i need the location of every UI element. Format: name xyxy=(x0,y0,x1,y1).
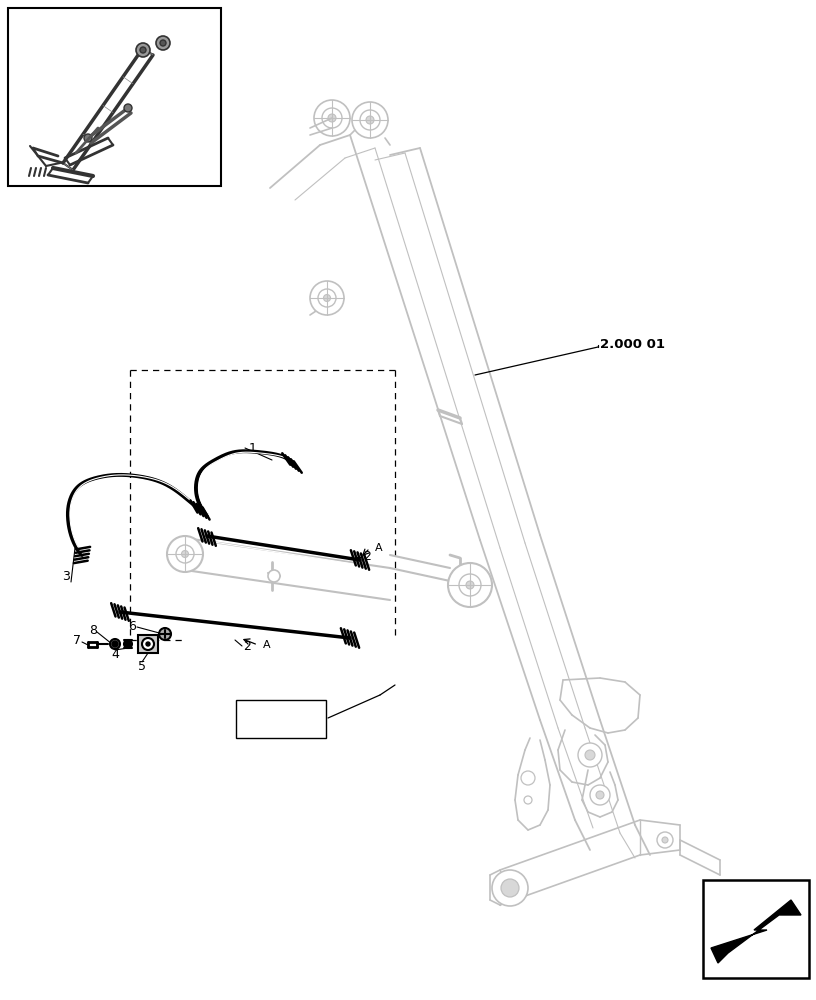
Circle shape xyxy=(492,870,528,906)
Circle shape xyxy=(84,134,92,142)
Circle shape xyxy=(596,791,604,799)
Circle shape xyxy=(142,638,154,650)
Circle shape xyxy=(156,36,170,50)
Circle shape xyxy=(524,796,532,804)
Circle shape xyxy=(112,641,118,647)
Polygon shape xyxy=(711,900,801,963)
Circle shape xyxy=(124,640,132,648)
Circle shape xyxy=(501,879,519,897)
Text: 2: 2 xyxy=(363,550,371,564)
Text: A: A xyxy=(263,640,271,650)
Circle shape xyxy=(146,642,150,646)
Text: 4: 4 xyxy=(111,648,119,662)
Text: 3: 3 xyxy=(62,570,70,584)
Circle shape xyxy=(466,581,474,589)
Circle shape xyxy=(136,43,150,57)
Text: 1: 1 xyxy=(249,442,257,454)
Circle shape xyxy=(328,114,336,122)
Circle shape xyxy=(448,563,492,607)
Circle shape xyxy=(318,289,336,307)
Circle shape xyxy=(590,785,610,805)
Circle shape xyxy=(366,116,374,124)
Circle shape xyxy=(578,743,602,767)
Text: 8: 8 xyxy=(89,624,97,637)
Bar xyxy=(138,635,158,653)
Circle shape xyxy=(323,294,330,302)
Bar xyxy=(236,700,326,738)
Circle shape xyxy=(360,110,380,130)
Circle shape xyxy=(167,536,203,572)
Circle shape xyxy=(140,47,146,53)
Circle shape xyxy=(159,628,171,640)
Circle shape xyxy=(322,108,342,128)
Text: 2.010A: 2.010A xyxy=(240,704,290,716)
Circle shape xyxy=(521,771,535,785)
Circle shape xyxy=(160,40,166,46)
Circle shape xyxy=(459,574,481,596)
Text: 2: 2 xyxy=(243,640,251,652)
Circle shape xyxy=(310,281,344,315)
Circle shape xyxy=(181,550,188,558)
Circle shape xyxy=(268,570,280,582)
Text: 2.010B: 2.010B xyxy=(240,720,289,732)
Circle shape xyxy=(585,750,595,760)
Text: 7: 7 xyxy=(73,634,81,647)
Circle shape xyxy=(352,102,388,138)
Circle shape xyxy=(110,639,120,649)
Text: A: A xyxy=(375,543,383,553)
Circle shape xyxy=(662,837,668,843)
Circle shape xyxy=(314,100,350,136)
Text: 5: 5 xyxy=(138,660,146,672)
Bar xyxy=(703,880,809,978)
Circle shape xyxy=(176,545,194,563)
Bar xyxy=(8,8,221,186)
Text: 2.000 01: 2.000 01 xyxy=(600,338,665,352)
Text: 6: 6 xyxy=(128,620,136,634)
Circle shape xyxy=(657,832,673,848)
Circle shape xyxy=(124,104,132,112)
